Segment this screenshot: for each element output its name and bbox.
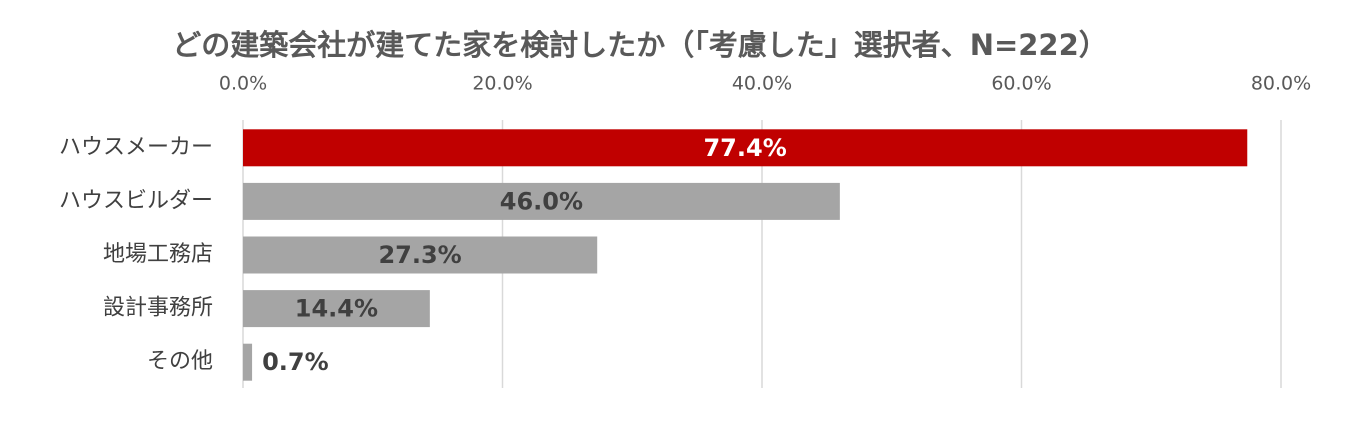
x-tick-label: 20.0% bbox=[472, 73, 532, 95]
y-tick-label: ハウスビルダー bbox=[59, 188, 213, 213]
y-tick-label: ハウスメーカー bbox=[59, 135, 213, 160]
chart-title: どの建築会社が建てた家を検討したか（「考慮した」選択者、N=222） bbox=[172, 28, 1108, 62]
bar bbox=[243, 182, 840, 220]
data-label: 0.7% bbox=[262, 348, 329, 376]
y-tick-label: 設計事務所 bbox=[103, 296, 213, 321]
y-tick-label: その他 bbox=[147, 349, 213, 374]
bar bbox=[243, 343, 253, 381]
x-tick-label: 40.0% bbox=[732, 73, 792, 95]
x-tick-label: 0.0% bbox=[219, 73, 267, 95]
x-tick-label: 80.0% bbox=[1251, 73, 1311, 95]
bar bbox=[243, 129, 1248, 167]
x-tick-label: 60.0% bbox=[991, 73, 1051, 95]
data-label: 27.3% bbox=[378, 241, 461, 269]
data-label: 14.4% bbox=[295, 295, 378, 323]
data-label: 77.4% bbox=[703, 134, 786, 162]
bar bbox=[243, 290, 430, 328]
bar bbox=[243, 236, 598, 274]
data-label: 46.0% bbox=[500, 187, 583, 215]
y-tick-label: 地場工務店 bbox=[103, 242, 213, 267]
